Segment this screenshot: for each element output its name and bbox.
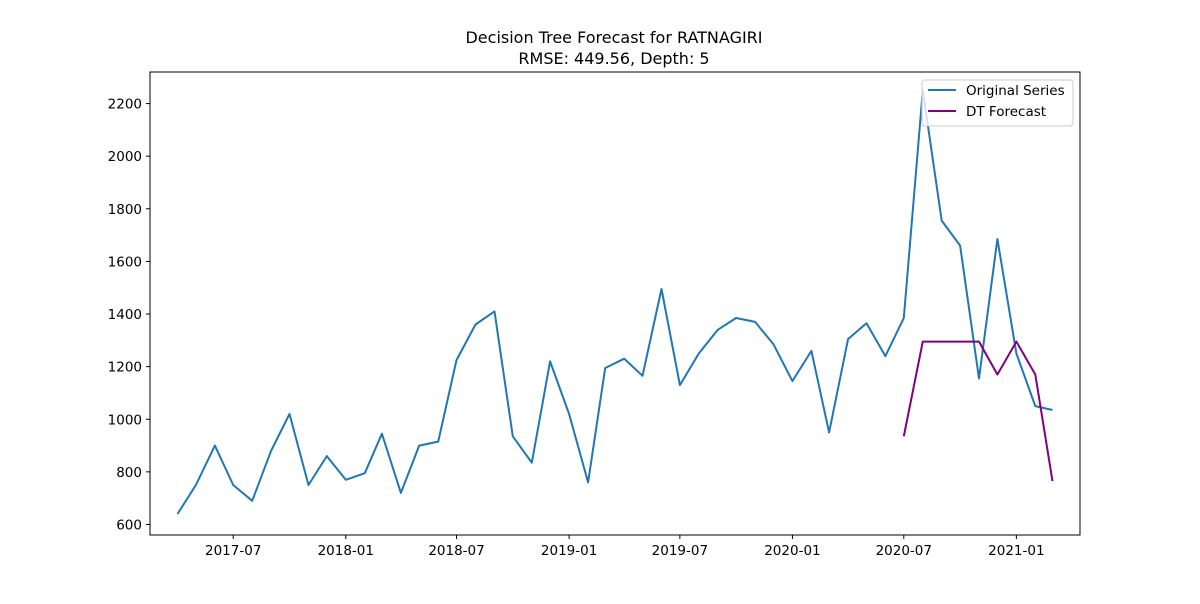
x-axis: 2017-07 2018-01 2018-07 2019-01 2019-07 2020-…	[205, 535, 1045, 559]
y-axis: 600 800 1000 1200 1400 1600 1800 2000 2200	[108, 97, 150, 533]
chart-title: Decision Tree Forecast for RATNAGIRI	[465, 28, 762, 47]
series-line-dt-forecast	[902, 340, 1054, 482]
legend-label-original-series: Original Series	[966, 83, 1065, 99]
series-line-original-series	[176, 89, 1053, 515]
legend-box	[921, 79, 1074, 127]
x-tick-label: 2018-07	[428, 543, 484, 559]
y-tick-label: 1000	[108, 412, 142, 428]
legend: Original Series DT Forecast	[921, 79, 1074, 127]
y-tick-label: 1400	[108, 307, 142, 323]
legend-label-dt-forecast: DT Forecast	[966, 104, 1046, 120]
y-tick-label: 1600	[108, 254, 142, 270]
y-tick-label: 1800	[108, 202, 142, 218]
series-layer	[176, 89, 1054, 515]
x-tick-label: 2019-07	[652, 543, 708, 559]
y-tick-label: 1200	[108, 360, 142, 376]
y-tick-label: 2200	[108, 97, 142, 113]
plot-area	[149, 71, 1081, 536]
x-tick-label: 2017-07	[205, 543, 261, 559]
y-tick-label: 2000	[108, 149, 142, 165]
x-tick-label: 2018-01	[318, 543, 374, 559]
x-tick-label: 2019-01	[541, 543, 597, 559]
y-tick-label: 600	[116, 517, 142, 533]
x-tick-label: 2021-01	[988, 543, 1044, 559]
x-tick-label: 2020-07	[876, 543, 932, 559]
y-tick-label: 800	[116, 465, 142, 481]
chart-subtitle: RMSE: 449.56, Depth: 5	[518, 49, 709, 68]
x-tick-label: 2020-01	[764, 543, 820, 559]
